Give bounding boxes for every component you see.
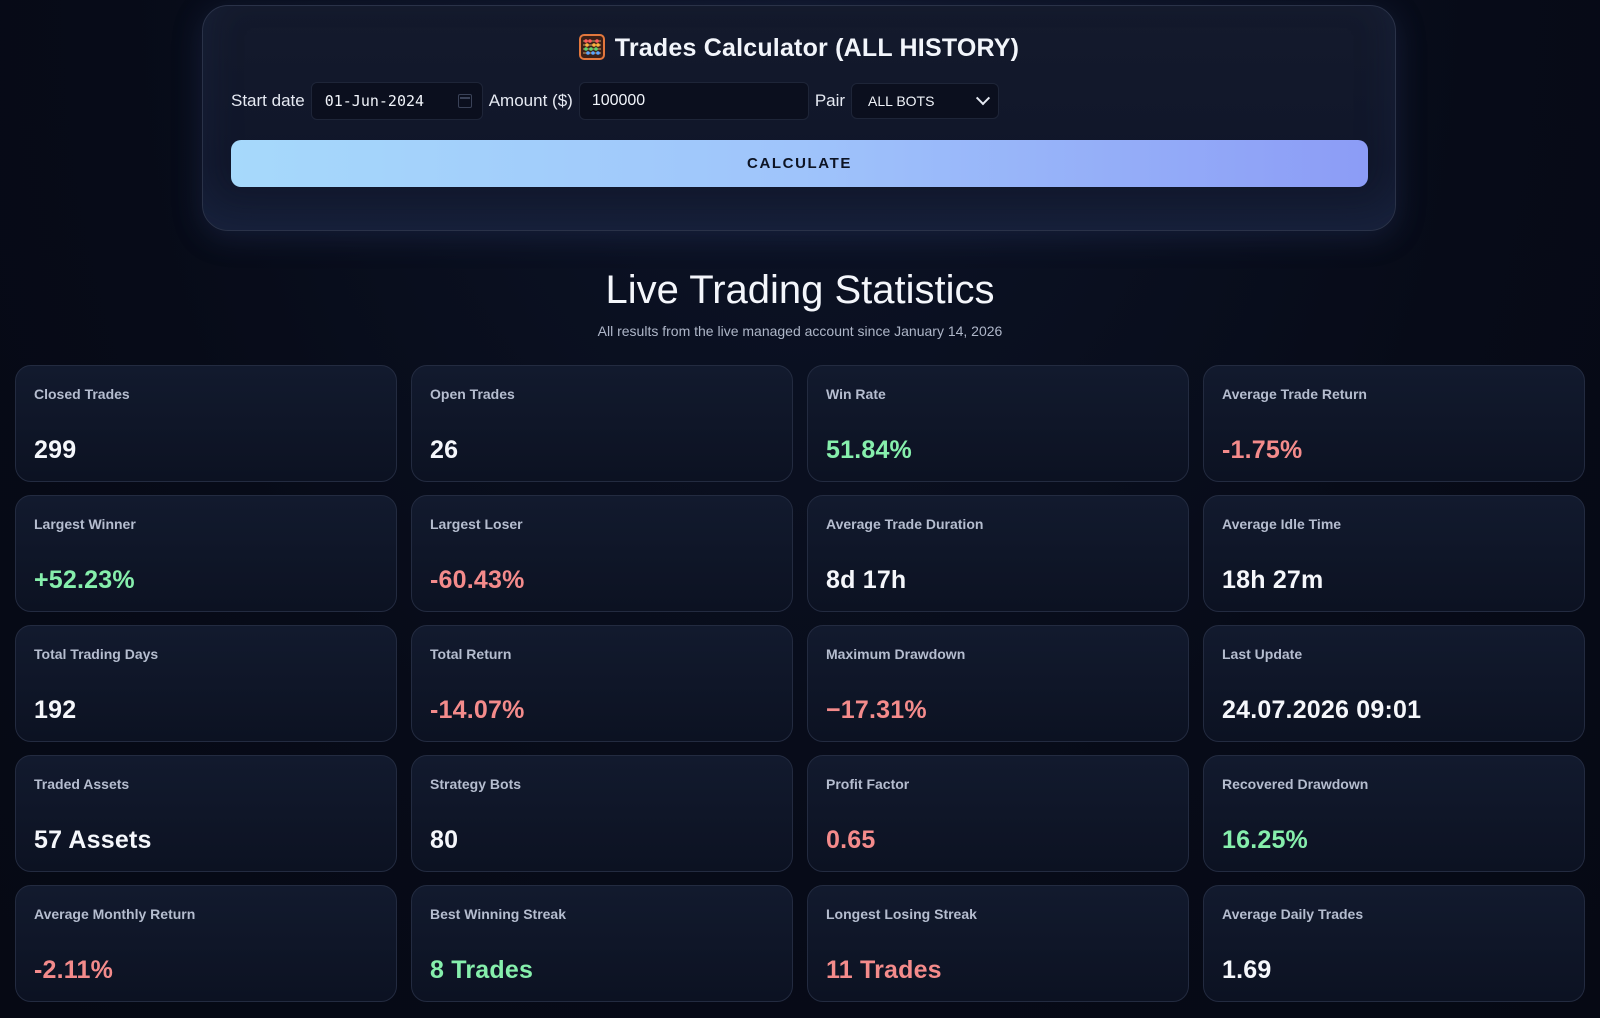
start-date-label: Start date [231,91,305,110]
stat-card: Last Update 24.07.2026 09:01 [1203,625,1585,742]
stat-label: Largest Loser [430,516,523,532]
calculate-button[interactable]: CALCULATE [231,140,1368,187]
start-date-value: 01-Jun-2024 [324,92,425,110]
stat-value: 51.84% [826,436,912,464]
stat-value: 57 Assets [34,826,152,854]
stat-label: Longest Losing Streak [826,906,977,922]
stat-value: 0.65 [826,826,876,854]
stat-card: Average Daily Trades 1.69 [1203,885,1585,1002]
stat-label: Strategy Bots [430,776,522,792]
amount-label: Amount ($) [488,91,573,110]
stat-card: Average Monthly Return -2.11% [15,885,397,1002]
stat-label: Average Trade Duration [826,516,984,532]
stat-card: Average Trade Return -1.75% [1203,365,1585,482]
stat-card: Best Winning Streak 8 Trades [411,885,793,1002]
stat-card: Recovered Drawdown 16.25% [1203,755,1585,872]
stat-label: Total Trading Days [34,646,159,662]
stat-value: +52.23% [34,566,135,594]
amount-input[interactable] [578,82,809,120]
stat-card: Open Trades 26 [411,365,793,482]
stat-value: -60.43% [430,566,525,594]
stat-card: Average Trade Duration 8d 17h [807,495,1189,612]
stat-label: Best Winning Streak [430,906,567,922]
stat-value: 299 [34,436,77,464]
pair-select-value: ALL BOTS [868,93,935,109]
stat-card: Largest Loser -60.43% [411,495,793,612]
stat-card: Win Rate 51.84% [807,365,1189,482]
stat-value: 24.07.2026 09:01 [1222,696,1422,724]
page-subtitle: All results from the live managed accoun… [597,323,1003,339]
stat-value: 80 [430,826,459,854]
stat-label: Average Trade Return [1222,386,1367,402]
stat-card: Average Idle Time 18h 27m [1203,495,1585,612]
calculator-title-row: Trades Calculator (ALL HISTORY) [203,34,1395,63]
stat-value: 192 [34,696,77,724]
stat-label: Traded Assets [34,776,130,792]
stat-value: 8d 17h [826,566,907,594]
stat-label: Open Trades [430,386,515,402]
stat-label: Total Return [430,646,512,662]
pair-select[interactable]: ALL BOTS [851,83,1000,119]
stat-card: Longest Losing Streak 11 Trades [807,885,1189,1002]
stat-label: Largest Winner [34,516,136,532]
stat-value: 16.25% [1222,826,1308,854]
page-title: Live Trading Statistics [605,268,995,312]
abacus-icon [578,34,605,60]
stat-label: Win Rate [826,386,886,402]
stat-value: -1.75% [1222,436,1303,464]
stat-card: Closed Trades 299 [15,365,397,482]
stat-card: Traded Assets 57 Assets [15,755,397,872]
stat-value: 11 Trades [826,956,942,984]
stat-card: Total Trading Days 192 [15,625,397,742]
stat-value: 18h 27m [1222,566,1324,594]
stat-card: Largest Winner +52.23% [15,495,397,612]
stat-card: Strategy Bots 80 [411,755,793,872]
stat-label: Last Update [1222,646,1303,662]
pair-label: Pair [814,91,846,110]
stat-label: Maximum Drawdown [826,646,966,662]
stat-label: Profit Factor [826,776,910,792]
stat-value: −17.31% [826,696,927,724]
stats-grid: Closed Trades 299 Open Trades 26 Win Rate 51.… [15,365,1585,1002]
stat-label: Average Monthly Return [34,906,196,922]
stat-label: Average Idle Time [1222,516,1342,532]
stat-value: -14.07% [430,696,525,724]
stat-value: 1.69 [1222,956,1272,984]
stat-value: -2.11% [34,956,114,984]
start-date-input[interactable]: 01-Jun-2024 [310,82,483,120]
chevron-down-icon [975,91,991,106]
stat-label: Closed Trades [34,386,130,402]
stat-card: Profit Factor 0.65 [807,755,1189,872]
stat-card: Total Return -14.07% [411,625,793,742]
calculator-form: Start date 01-Jun-2024 Amount ($) Pair A… [231,81,1000,121]
stat-value: 26 [430,436,459,464]
stat-label: Average Daily Trades [1222,906,1364,922]
stat-label: Recovered Drawdown [1222,776,1369,792]
stat-card: Maximum Drawdown −17.31% [807,625,1189,742]
calculator-title: Trades Calculator (ALL HISTORY) [614,34,1020,62]
calculator-panel: Trades Calculator (ALL HISTORY) Start da… [202,5,1396,231]
stat-value: 8 Trades [430,956,534,984]
calendar-icon[interactable] [457,94,472,108]
